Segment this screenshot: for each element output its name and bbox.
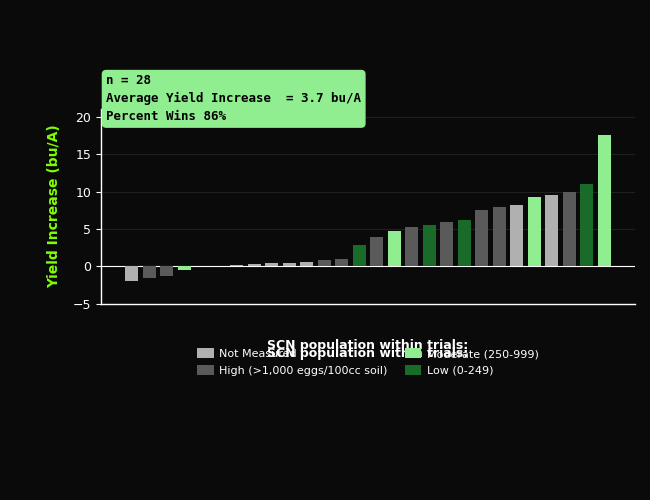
Bar [142,266,156,278]
Bar [458,220,471,266]
Bar [125,266,138,281]
Bar [387,232,401,266]
Bar [265,264,278,266]
Bar [405,227,418,266]
Bar [528,197,541,266]
Text: n = 28
Average Yield Increase  = 3.7 bu/A
Percent Wins 86%: n = 28 Average Yield Increase = 3.7 bu/A… [106,74,361,124]
Bar [545,196,558,266]
Bar [475,210,488,266]
Bar [352,246,366,266]
Bar [493,206,506,266]
Bar [510,205,523,266]
Bar [422,226,436,266]
Bar [580,184,593,266]
Bar [300,262,313,266]
Bar [335,259,348,266]
X-axis label: SCN population within trials:: SCN population within trials: [267,338,469,351]
Bar [160,266,174,276]
Bar [283,262,296,266]
Bar [370,236,384,266]
Bar [248,264,261,266]
Bar [440,222,453,266]
Legend: Not Measured, High (>1,000 eggs/100cc soil), Moderate (250-999), Low (0-249): Not Measured, High (>1,000 eggs/100cc so… [193,344,543,380]
Bar [563,192,576,266]
Text: SCN population within trials:: SCN population within trials: [267,346,469,360]
Y-axis label: Yield Increase (bu/A): Yield Increase (bu/A) [47,124,62,288]
Bar [318,260,331,266]
Bar [230,265,243,266]
Bar [177,266,190,270]
Bar [597,136,611,266]
